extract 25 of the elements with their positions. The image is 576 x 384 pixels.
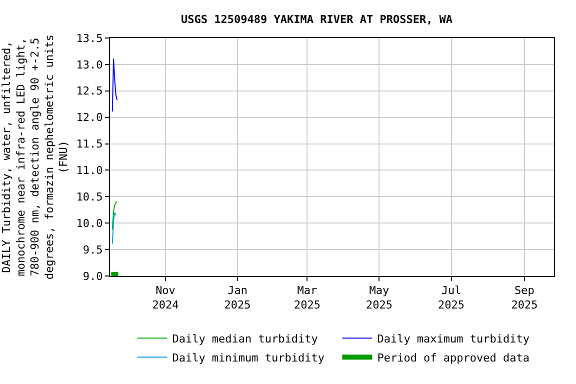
- y-tick-label: 11.0: [76, 164, 103, 178]
- x-tick-label: Jan 2025: [224, 284, 251, 312]
- y-tick-label: 12.5: [76, 84, 103, 98]
- line-series: [112, 58, 118, 112]
- legend-label: Period of approved data: [377, 351, 530, 364]
- legend-label: Daily maximum turbidity: [377, 332, 530, 346]
- y-tick-label: 10.0: [76, 216, 103, 230]
- y-tick-label: 13.5: [76, 32, 103, 45]
- y-axis-title: DAILY Turbidity, water, unfiltered, monochrome near infra-red LED light, 780-900 nm, detection angle 90 +-2.5 degrees, formazin nephelometric units (FNU): [0, 34, 70, 280]
- line-series: [112, 201, 118, 230]
- y-tick-label: 10.5: [76, 190, 103, 204]
- x-tick-label: Jul 2025: [438, 284, 465, 312]
- y-tick-label: 11.5: [76, 138, 103, 151]
- legend-label: Daily median turbidity: [172, 332, 318, 346]
- legend-label: Daily minimum turbidity: [172, 351, 325, 364]
- y-tick-label: 9.5: [82, 243, 103, 256]
- y-tick-label: 9.0: [82, 270, 103, 283]
- y-tick-label: 12.0: [76, 111, 103, 124]
- x-tick-label: Sep 2025: [511, 284, 538, 312]
- chart-title: USGS 12509489 YAKIMA RIVER AT PROSSER, WA: [181, 13, 453, 26]
- x-tick-label: Nov 2024: [152, 284, 180, 312]
- x-tick-label: Mar 2025: [294, 284, 320, 312]
- x-tick-label: May 2025: [366, 284, 392, 312]
- line-series: [112, 212, 116, 244]
- y-tick-label: 13.0: [76, 58, 103, 72]
